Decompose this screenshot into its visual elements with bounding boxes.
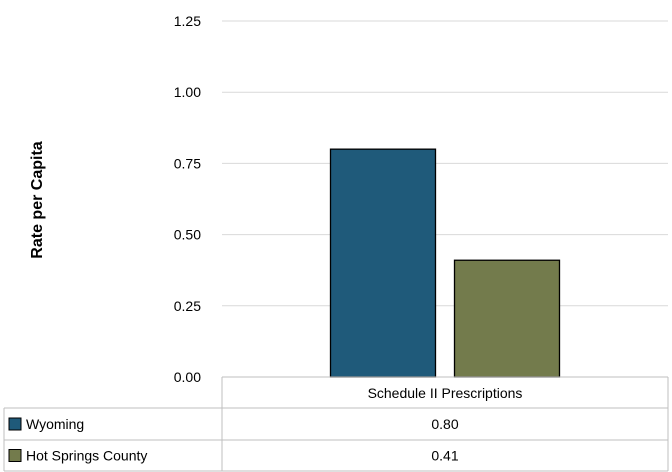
y-tick-label: 0.25 (174, 298, 201, 314)
data-table: Schedule II Prescriptions Wyoming 0.80 Hot … (3, 376, 669, 472)
y-axis-label: Rate per Capita (29, 141, 46, 258)
legend-swatch (8, 449, 22, 462)
bar-1 (453, 259, 561, 378)
data-value-label: 0.80 (431, 416, 458, 432)
legend-label: Hot Springs County (26, 448, 147, 464)
y-tick-label: 0.00 (174, 369, 201, 385)
y-tick-label: 1.00 (174, 84, 201, 100)
bars (329, 148, 561, 378)
legend-swatch (8, 417, 22, 431)
category-label: Schedule II Prescriptions (368, 385, 523, 401)
y-axis-ticks: 0.00 0.25 0.50 0.75 1.00 1.25 (174, 13, 201, 385)
data-value-label: 0.41 (431, 448, 458, 464)
bar-0 (329, 148, 437, 378)
y-tick-label: 0.75 (174, 155, 201, 171)
y-tick-label: 0.50 (174, 227, 201, 243)
gridlines (222, 20, 668, 307)
legend-label: Wyoming (26, 416, 84, 432)
y-tick-label: 1.25 (174, 13, 201, 29)
